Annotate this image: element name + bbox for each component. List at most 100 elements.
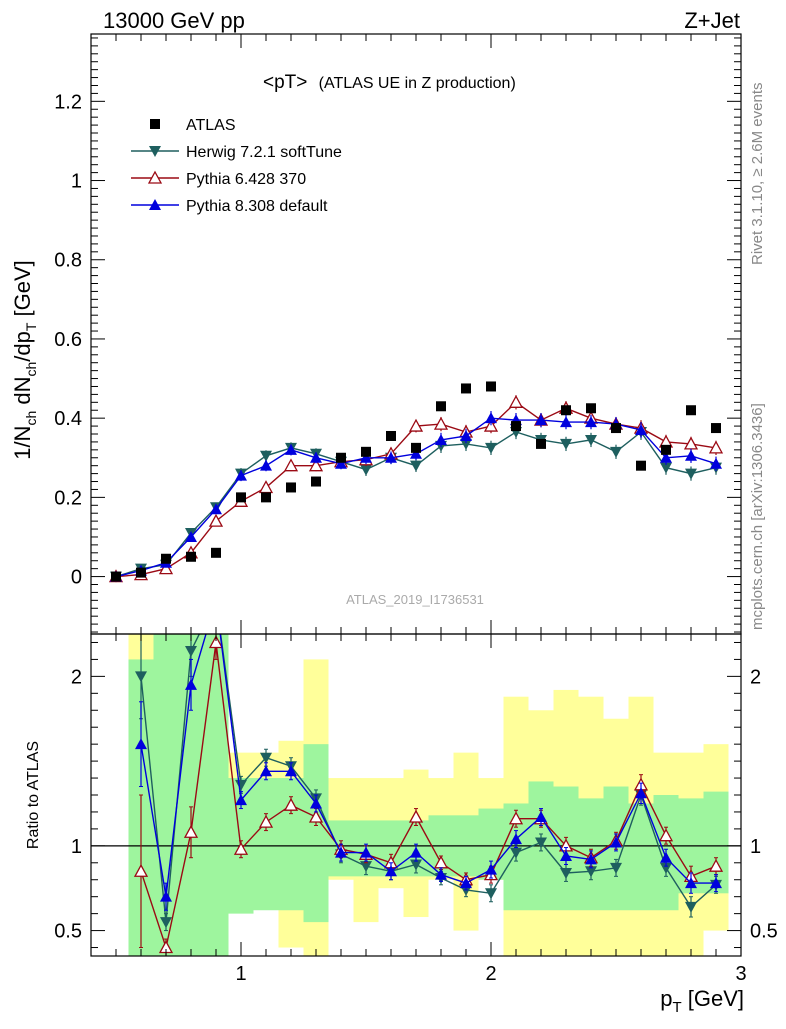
x-tick-label: 2 xyxy=(485,963,496,985)
ratio-point-pythia6 xyxy=(283,797,299,811)
y-tick-label: 0.6 xyxy=(54,329,82,351)
band-green xyxy=(303,744,329,923)
point-pythia8 xyxy=(710,457,722,469)
legend: ATLAS Herwig 7.2.1 softTune Pythia 6.428 3… xyxy=(131,117,342,215)
ratio-point-pythia8 xyxy=(185,678,197,690)
ratio-point-pythia8 xyxy=(560,850,572,862)
legend-label-atlas: ATLAS xyxy=(186,117,236,134)
ratio-point-pythia6 xyxy=(183,824,199,838)
point-pythia6 xyxy=(158,561,174,575)
point-herwig xyxy=(660,462,672,474)
header-left: 13000 GeV pp xyxy=(103,8,245,33)
ratio-point-pythia8 xyxy=(360,846,372,858)
ratio-point-pythia8 xyxy=(385,865,397,877)
x-tick-label: 3 xyxy=(735,963,746,985)
point-herwig xyxy=(585,434,597,446)
ratio-point-pythia6 xyxy=(308,809,324,823)
ratio-y-tick-label-right: 0.5 xyxy=(750,921,778,943)
band-green xyxy=(253,778,279,911)
point-pythia6 xyxy=(508,394,524,408)
point-pythia8 xyxy=(435,433,447,445)
ratio-point-herwig xyxy=(485,888,497,900)
point-atlas xyxy=(511,421,521,432)
analysis-id: ATLAS_2019_I1736531 xyxy=(346,592,484,607)
ratio-y-tick-label-right: 2 xyxy=(750,666,761,688)
point-pythia8 xyxy=(585,416,597,428)
band-green xyxy=(203,634,229,956)
series-pythia6 xyxy=(108,394,724,583)
plot-title-sub: (ATLAS UE in Z production) xyxy=(319,75,516,92)
point-herwig xyxy=(610,446,622,458)
point-atlas xyxy=(311,476,321,487)
ratio-y-tick-label: 1 xyxy=(71,836,82,858)
line-pythia8 xyxy=(115,417,717,578)
point-pythia6 xyxy=(308,458,324,472)
point-pythia8 xyxy=(485,412,497,424)
point-atlas xyxy=(561,405,571,416)
ratio-y-tick-label: 0.5 xyxy=(54,921,82,943)
point-pythia8 xyxy=(285,443,297,455)
y-tick-label: 1 xyxy=(71,171,82,193)
header-right: Z+Jet xyxy=(684,8,740,33)
point-herwig xyxy=(410,460,422,472)
ratio-point-pythia6 xyxy=(133,863,149,877)
point-pythia6 xyxy=(433,416,449,430)
legend-marker-atlas xyxy=(150,119,160,129)
legend-entry-pythia8: Pythia 8.308 default xyxy=(131,198,328,215)
legend-marker-pythia8 xyxy=(149,199,161,210)
ratio-point-herwig xyxy=(160,917,172,929)
ratio-point-pythia8 xyxy=(685,877,697,889)
ratio-point-pythia6 xyxy=(208,635,224,649)
ratio-point-herwig xyxy=(510,847,522,859)
point-pythia6 xyxy=(483,418,499,432)
ratio-point-herwig xyxy=(135,671,147,683)
point-pythia8 xyxy=(210,503,222,515)
point-pythia8 xyxy=(410,447,422,459)
ratio-point-herwig xyxy=(685,901,697,913)
point-atlas xyxy=(486,381,496,392)
ratio-point-pythia8 xyxy=(335,846,347,858)
point-herwig xyxy=(485,442,497,454)
ratio-line-pythia6 xyxy=(140,642,717,951)
point-pythia8 xyxy=(385,451,397,463)
point-atlas xyxy=(136,567,146,578)
legend-label-pythia8: Pythia 8.308 default xyxy=(186,198,328,215)
ratio-point-pythia8 xyxy=(260,765,272,777)
point-atlas xyxy=(186,551,196,562)
ratio-point-pythia8 xyxy=(135,738,147,750)
ratio-point-pythia8 xyxy=(585,853,597,865)
point-atlas xyxy=(236,492,246,503)
ratio-point-herwig xyxy=(185,645,197,657)
ratio-point-pythia6 xyxy=(233,841,249,855)
ratio-y-tick-label: 2 xyxy=(71,666,82,688)
y-tick-label: 0.2 xyxy=(54,487,82,509)
x-axis-label: pT [GeV] xyxy=(660,986,744,1016)
y-tick-label: 0.4 xyxy=(54,408,82,430)
ratio-point-pythia8 xyxy=(410,846,422,858)
point-atlas xyxy=(411,442,421,453)
legend-marker-herwig xyxy=(149,146,161,157)
axes: 1 2 3 0 0.2 0.4 0.6 0.8 1 1.2 0.5 0.5 1 1 2 2 xyxy=(54,33,778,985)
ratio-point-herwig xyxy=(235,779,247,791)
point-herwig xyxy=(260,450,272,462)
point-herwig xyxy=(685,468,697,480)
legend-label-pythia6: Pythia 6.428 370 xyxy=(186,171,306,188)
ratio-point-pythia8 xyxy=(235,794,247,806)
point-pythia6 xyxy=(283,458,299,472)
plot-title-main: <pT> xyxy=(263,72,307,93)
ratio-point-pythia6 xyxy=(658,828,674,842)
ratio-point-pythia8 xyxy=(535,811,547,823)
main-ylabel-text: 1/Nch dNch/dpT [GeV] xyxy=(10,260,39,460)
point-pythia6 xyxy=(708,440,724,454)
ratio-point-pythia8 xyxy=(160,890,172,902)
legend-entry-pythia6: Pythia 6.428 370 xyxy=(131,170,306,188)
y-tick-label: 0 xyxy=(71,567,82,589)
point-pythia8 xyxy=(460,429,472,441)
point-atlas xyxy=(111,571,121,582)
legend-entry-atlas: ATLAS xyxy=(150,117,236,134)
ratio-line-herwig xyxy=(140,634,717,923)
point-pythia6 xyxy=(408,418,424,432)
point-pythia8 xyxy=(660,451,672,463)
point-atlas xyxy=(286,482,296,493)
main-series-group xyxy=(108,381,724,583)
